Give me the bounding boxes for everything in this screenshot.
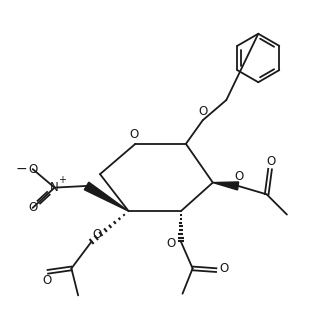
Text: O: O: [129, 128, 138, 141]
Text: O: O: [28, 201, 37, 214]
Text: O: O: [92, 228, 101, 241]
Text: O: O: [234, 170, 243, 183]
Text: N: N: [50, 181, 59, 194]
Text: O: O: [28, 162, 37, 176]
Text: −: −: [15, 162, 27, 176]
Text: O: O: [43, 274, 52, 287]
Polygon shape: [213, 182, 238, 190]
Text: O: O: [167, 237, 176, 250]
Text: +: +: [58, 175, 66, 185]
Text: O: O: [266, 155, 276, 168]
Text: O: O: [219, 262, 228, 275]
Text: O: O: [199, 105, 208, 118]
Polygon shape: [84, 182, 129, 211]
